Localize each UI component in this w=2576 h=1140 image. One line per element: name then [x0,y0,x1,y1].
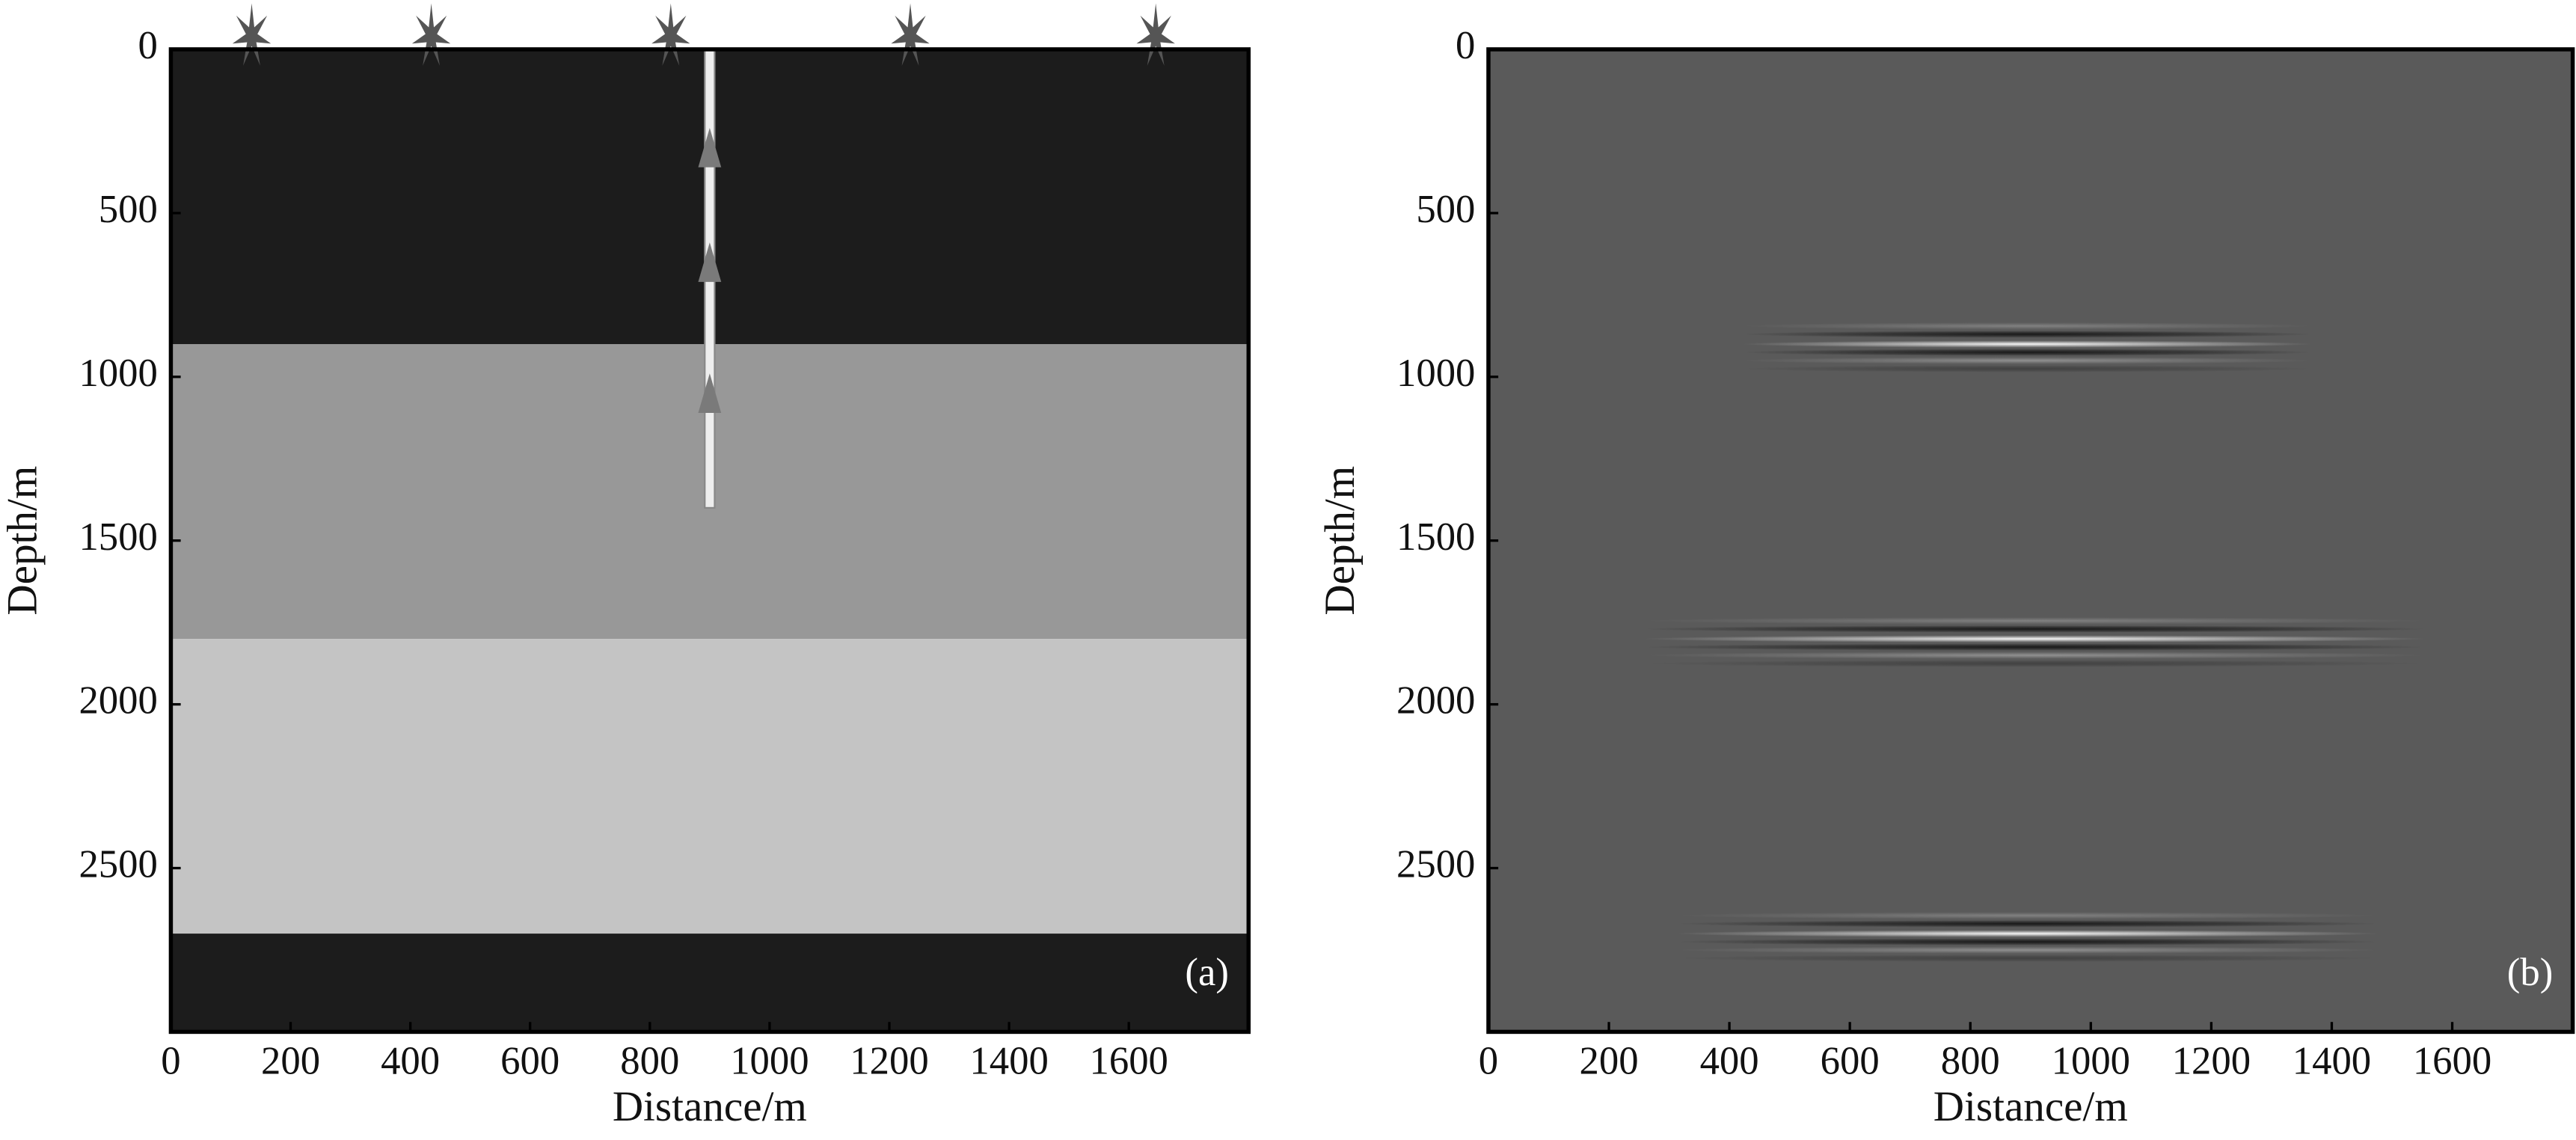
y-axis-title: Depth/m [0,466,46,616]
y-tick-label: 1500 [1396,515,1475,559]
y-tick-label: 0 [1456,24,1475,67]
reflection-stripe [1741,330,2314,338]
y-tick-label: 2500 [79,843,157,886]
x-tick-label: 800 [1941,1039,2000,1082]
x-tick-label: 0 [161,1039,180,1082]
x-tick-label: 400 [381,1039,440,1082]
x-tick-label: 800 [620,1039,679,1082]
x-tick-label: 1000 [730,1039,809,1082]
reflection-stripe [1675,946,2380,954]
y-tick-label: 1000 [1396,352,1475,395]
x-tick-label: 1600 [1089,1039,1168,1082]
x-tick-label: 0 [1479,1039,1498,1082]
source [1136,3,1175,66]
reflector [1642,617,2429,667]
layer [171,639,1249,934]
panel-label: (a) [1185,951,1229,994]
x-tick-label: 200 [1580,1039,1639,1082]
y-tick-label: 500 [99,188,158,231]
reflection-stripe [1642,635,2429,643]
y-tick-label: 1000 [79,352,157,395]
reflection-stripe [1642,643,2429,651]
image-background [1488,49,2573,1032]
reflection-stripe [1642,660,2429,667]
reflection-stripe [1741,340,2314,348]
x-tick-label: 1400 [969,1039,1048,1082]
x-axis-title: Distance/m [1933,1083,2128,1130]
reflection-stripe [1642,625,2429,633]
receiver [698,242,722,282]
source [232,3,272,66]
reflection-stripe [1675,938,2380,946]
source [891,3,930,66]
panel-label: (b) [2507,951,2553,994]
reflection-stripe [1741,349,2314,356]
x-tick-label: 1000 [2052,1039,2130,1082]
y-tick-label: 2000 [79,679,157,723]
reflection-stripe [1642,652,2429,659]
reflection-stripe [1741,357,2314,364]
layer [171,934,1249,1032]
y-tick-label: 500 [1416,188,1475,231]
x-tick-label: 200 [261,1039,320,1082]
reflector [1675,912,2380,962]
x-tick-label: 600 [1821,1039,1880,1082]
reflection-stripe [1741,322,2314,330]
x-tick-label: 600 [500,1039,559,1082]
x-tick-label: 1600 [2413,1039,2491,1082]
y-tick-label: 1500 [79,515,157,559]
reflection-stripe [1675,912,2380,919]
y-tick-label: 2000 [1396,679,1475,723]
x-tick-label: 1400 [2293,1039,2371,1082]
reflection-stripe [1642,617,2429,625]
receiver [698,127,722,168]
reflection-stripe [1675,920,2380,928]
y-tick-label: 0 [138,24,157,67]
source [651,3,690,66]
reflection-stripe [1675,930,2380,937]
x-axis-title: Distance/m [613,1083,807,1130]
reflection-stripe [1675,954,2380,962]
reflection-stripe [1741,365,2314,373]
y-axis-title: Depth/m [1316,466,1364,616]
x-tick-label: 1200 [2172,1039,2251,1082]
x-tick-label: 1200 [850,1039,928,1082]
receiver [698,373,722,414]
reflector [1741,322,2314,373]
y-tick-label: 2500 [1396,843,1475,886]
source [411,3,451,66]
x-tick-label: 400 [1700,1039,1759,1082]
